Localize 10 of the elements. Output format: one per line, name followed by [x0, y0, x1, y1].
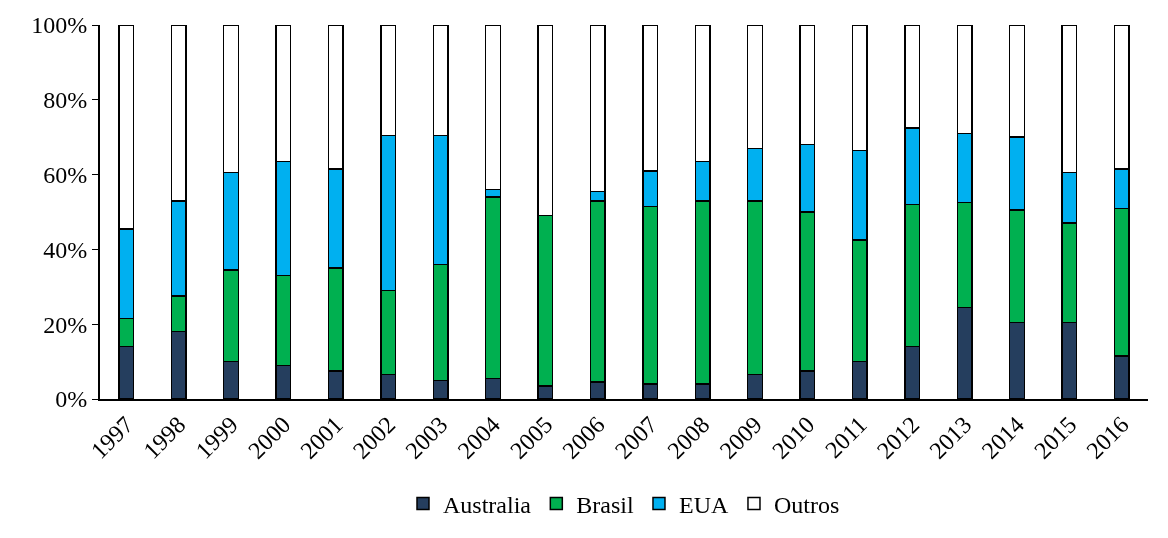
- legend-label: Brasil: [576, 491, 634, 518]
- y-tick-label: 60%: [43, 162, 88, 188]
- legend-label: EUA: [678, 491, 729, 518]
- legend-label: Outros: [773, 491, 840, 518]
- y-tick-label: 0%: [55, 386, 88, 413]
- y-tick-label: 80%: [43, 87, 88, 114]
- y-tick-label: 40%: [43, 236, 88, 263]
- y-tick-label: 20%: [43, 311, 88, 338]
- y-tick-label: 100%: [31, 12, 88, 39]
- legend-label: Australia: [443, 491, 532, 518]
